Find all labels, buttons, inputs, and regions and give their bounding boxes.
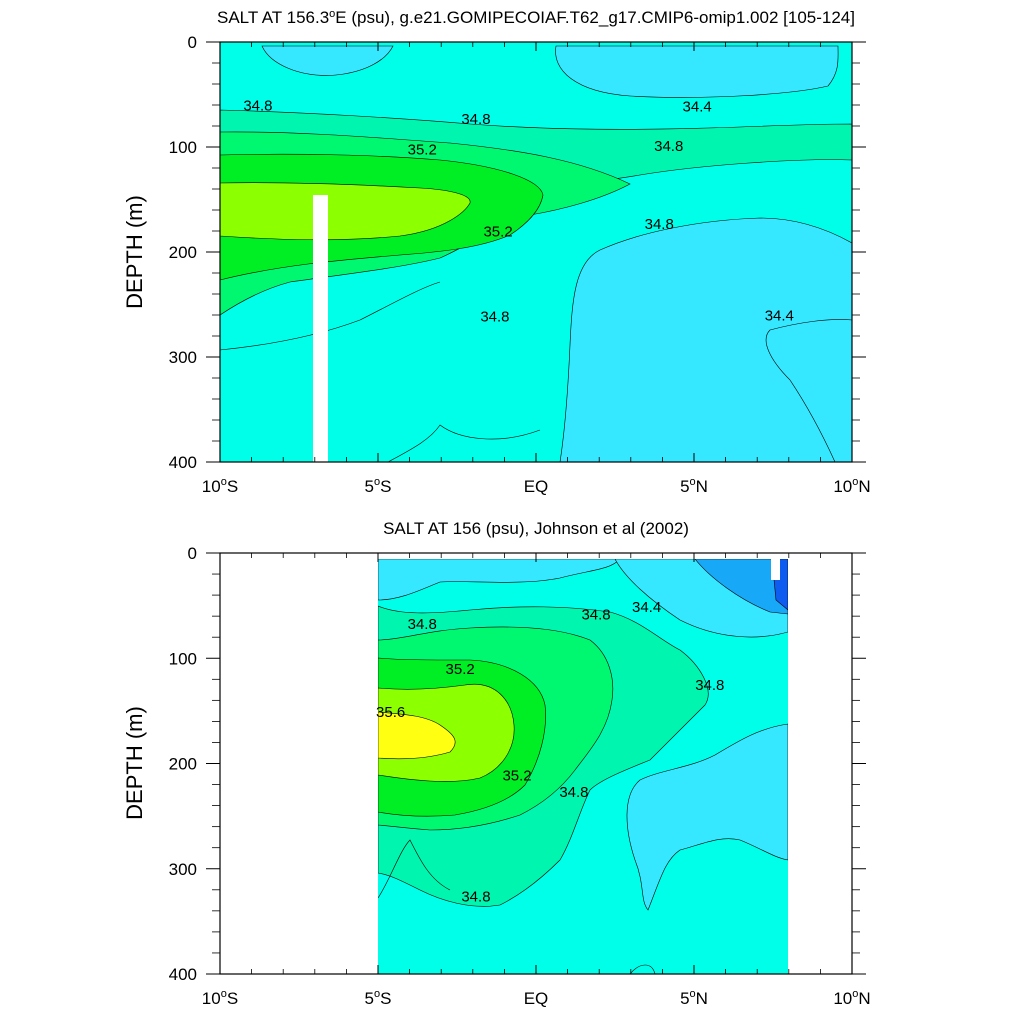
chart-title-bottom: SALT AT 156 (psu), Johnson et al (2002) bbox=[383, 519, 689, 538]
x-tick-label: 5oN bbox=[680, 476, 708, 496]
y-tick-label: 0 bbox=[188, 544, 197, 563]
x-tick-label: 10oN bbox=[833, 988, 870, 1008]
x-tick-label: EQ bbox=[524, 477, 549, 496]
contour-label: 35.2 bbox=[483, 223, 512, 240]
fill-34-2-deep-east bbox=[765, 319, 852, 462]
fill-34-4-surface-east bbox=[555, 45, 839, 98]
contour-deep-southwest bbox=[220, 281, 441, 351]
y-tick-label: 200 bbox=[169, 755, 197, 774]
contour-label: 34.4 bbox=[765, 307, 794, 324]
axis-ticks-top: 10oS 5oS EQ 5oN 10oN 0 100 200 300 400 bbox=[169, 33, 871, 496]
x-tick-label: 5oS bbox=[365, 988, 392, 1008]
contour-label: 35.2 bbox=[502, 767, 531, 784]
contour-label: 34.8 bbox=[645, 216, 674, 233]
fill-34-4-deep-east bbox=[559, 217, 852, 462]
contour-label: 34.8 bbox=[559, 784, 588, 801]
contour-deep-bottom bbox=[387, 424, 541, 462]
y-tick-label: 400 bbox=[169, 453, 197, 472]
y-tick-label: 400 bbox=[169, 965, 197, 984]
contour-label: 35.2 bbox=[446, 661, 475, 678]
fill-34-2-surface-east bbox=[694, 559, 788, 615]
y-tick-label: 300 bbox=[169, 348, 197, 367]
x-tick-label: 10oS bbox=[202, 988, 238, 1008]
y-tick-label: 0 bbox=[188, 33, 197, 52]
fill-34-4-surface-west bbox=[261, 45, 394, 76]
contour-labels-bottom: 34.8 34.8 34.4 35.2 34.8 35.6 35.2 34.8 34.8 bbox=[376, 599, 724, 905]
contour-label: 34.4 bbox=[683, 98, 712, 115]
contour-fills-bottom bbox=[378, 559, 788, 974]
contour-labels-top: 34.8 34.8 34.4 35.2 34.8 34.8 35.2 34.8 34.4 bbox=[243, 97, 794, 325]
y-axis-label-bottom: DEPTH (m) bbox=[122, 706, 147, 820]
fill-34-4-surface bbox=[378, 559, 621, 601]
contour-deep-south bbox=[629, 964, 656, 974]
fill-34-4-deep-east bbox=[626, 723, 788, 911]
y-axis-label-top: DEPTH (m) bbox=[122, 195, 147, 309]
missing-cell bbox=[771, 559, 780, 580]
contour-label: 34.8 bbox=[581, 606, 610, 623]
chart-title-top: SALT AT 156.3oE (psu), g.e21.GOMIPECOIAF… bbox=[217, 8, 855, 27]
contour-label: 35.6 bbox=[376, 704, 405, 721]
contour-fills bbox=[220, 42, 852, 462]
y-tick-label: 200 bbox=[169, 243, 197, 262]
x-tick-label: EQ bbox=[524, 989, 549, 1008]
contour-label: 34.4 bbox=[632, 599, 661, 616]
contour-deep-southwest bbox=[378, 839, 451, 899]
x-tick-label: 5oN bbox=[680, 988, 708, 1008]
contour-label: 34.8 bbox=[243, 97, 272, 114]
x-tick-label: 5oS bbox=[365, 476, 392, 496]
y-tick-label: 100 bbox=[169, 138, 197, 157]
contour-label: 34.8 bbox=[480, 308, 509, 325]
contour-label: 34.8 bbox=[408, 616, 437, 633]
missing-column bbox=[313, 195, 328, 462]
axis-ticks-bottom: 10oS 5oS EQ 5oN 10oN 0 100 200 300 400 bbox=[169, 544, 871, 1008]
contour-label: 34.8 bbox=[461, 888, 490, 905]
contour-label: 34.8 bbox=[654, 138, 683, 155]
fill-35-6 bbox=[378, 711, 456, 760]
x-tick-label: 10oS bbox=[202, 476, 238, 496]
y-tick-label: 100 bbox=[169, 649, 197, 668]
contour-label: 34.8 bbox=[695, 677, 724, 694]
x-tick-label: 10oN bbox=[833, 476, 870, 496]
contour-label: 34.8 bbox=[461, 111, 490, 128]
contour-label: 35.2 bbox=[408, 141, 437, 158]
y-tick-label: 300 bbox=[169, 860, 197, 879]
